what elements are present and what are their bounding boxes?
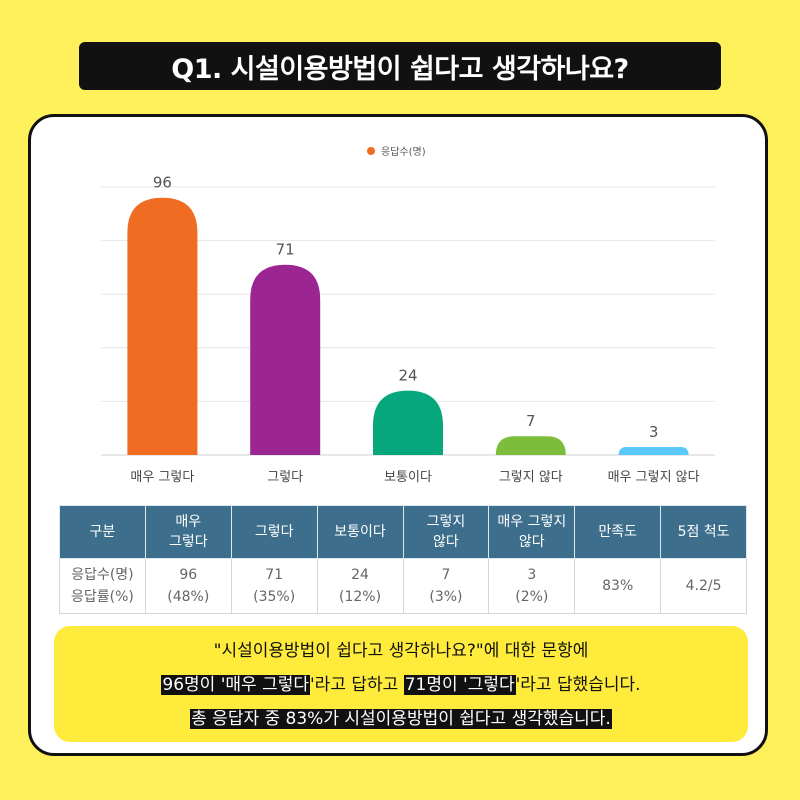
header-text: 그렇다 [254, 524, 294, 540]
summary-table: 구분 매우 그렇다 그렇다 보통이다 그렇지 않다 매우 그렇지 않다 만족도 5점 척도 응답수(… [59, 505, 747, 614]
data-label: 24 [398, 367, 417, 385]
bar-chart: 응답수(명) 96 매우 그렇다 71 그렇다 24 보통이다 7 그렇지 않다 3 매우 그렇지 … [101, 146, 715, 485]
data-label: 3 [649, 423, 659, 441]
bar [618, 446, 689, 455]
cell-text: 96 [179, 567, 198, 583]
table-cell: 응답수(명) 응답률(%) [59, 558, 146, 614]
cell-text: (35%) [253, 589, 296, 605]
table-cell: 24 (12%) [316, 558, 404, 614]
question-title: Q1. 시설이용방법이 쉽다고 생각하나요? [79, 42, 721, 90]
cell-text: 4.2/5 [685, 578, 722, 594]
header-text: 그렇다 [168, 534, 208, 550]
legend-marker [367, 147, 375, 155]
cell-text: (48%) [167, 589, 210, 605]
summary-box: "시설이용방법이 쉽다고 생각하나요?"에 대한 문항에 96명이 '매우 그렇… [54, 626, 748, 742]
header-text: 보통이다 [334, 524, 386, 540]
table-cell: 71 (35%) [230, 558, 318, 614]
cell-text: 24 [351, 567, 369, 583]
legend-label: 응답수(명) [381, 146, 426, 158]
table-cell: 4.2/5 [660, 558, 747, 614]
header-text: 않다 [433, 534, 459, 550]
table-header-cell: 5점 척도 [660, 505, 747, 559]
table-header-cell: 구분 [59, 505, 146, 559]
x-tick-label: 매우 그렇지 않다 [608, 470, 700, 485]
cell-text: (2%) [515, 589, 549, 605]
header-text: 않다 [518, 534, 545, 550]
x-tick-label: 매우 그렇다 [130, 470, 194, 485]
cell-text: 응답률(%) [71, 589, 134, 605]
highlight-satisfaction: 총 응답자 중 83%가 시설이용방법이 쉽다고 생각했습니다. [190, 709, 612, 729]
bar [495, 436, 566, 455]
summary-line-2: 96명이 '매우 그렇다'라고 답하고 71명이 '그렇다'라고 답했습니다. [54, 670, 748, 695]
x-tick-label: 보통이다 [384, 470, 432, 485]
x-tick-label: 그렇지 않다 [499, 470, 563, 485]
table-row: 응답수(명) 응답률(%) 96 (48%) 71 (35%) 24 (12%) 7 (3%) 3 (… [59, 558, 747, 614]
table-header-cell: 보통이다 [316, 505, 404, 559]
bar [373, 390, 443, 455]
table-cell: 83% [574, 558, 662, 614]
header-text: 그렇지 [426, 514, 466, 530]
cell-text: 7 [441, 567, 451, 583]
x-tick-label: 그렇다 [267, 470, 303, 485]
table-header-cell: 그렇다 [230, 505, 318, 559]
cell-text: 71 [265, 567, 284, 583]
highlight-agree: 71명이 '그렇다 [403, 675, 516, 695]
table-header-row: 구분 매우 그렇다 그렇다 보통이다 그렇지 않다 매우 그렇지 않다 만족도 5점 척도 [59, 505, 747, 559]
summary-text: '라고 답했습니다. [515, 675, 641, 695]
summary-line-1: "시설이용방법이 쉽다고 생각하나요?"에 대한 문항에 [213, 641, 589, 661]
summary-line-3: 총 응답자 중 83%가 시설이용방법이 쉽다고 생각했습니다. [54, 704, 748, 729]
cell-text: 83% [602, 578, 634, 594]
header-text: 매우 [175, 514, 202, 530]
table-header-cell: 만족도 [574, 505, 662, 559]
result-card: 응답수(명) 96 매우 그렇다 71 그렇다 24 보통이다 7 그렇지 않다 3 매우 그렇지 … [28, 114, 768, 756]
table-cell: 7 (3%) [402, 558, 490, 614]
bar [250, 264, 321, 455]
data-label: 7 [526, 412, 536, 430]
highlight-very-agree: 96명이 '매우 그렇다 [161, 675, 310, 695]
data-label: 96 [153, 174, 172, 192]
cell-text: (3%) [429, 589, 463, 605]
header-text: 5점 척도 [677, 524, 730, 540]
bar [127, 197, 198, 455]
header-text: 매우 그렇지 [497, 514, 567, 530]
cell-text: 응답수(명) [71, 567, 134, 583]
header-text: 구분 [89, 524, 116, 540]
data-label: 71 [276, 241, 295, 259]
summary-text: '라고 답하고 [310, 675, 404, 695]
table-cell: 3 (2%) [488, 558, 576, 614]
cell-text: (12%) [339, 589, 382, 605]
header-text: 만족도 [598, 524, 637, 540]
table-cell: 96 (48%) [144, 558, 232, 614]
cell-text: 3 [527, 567, 537, 583]
